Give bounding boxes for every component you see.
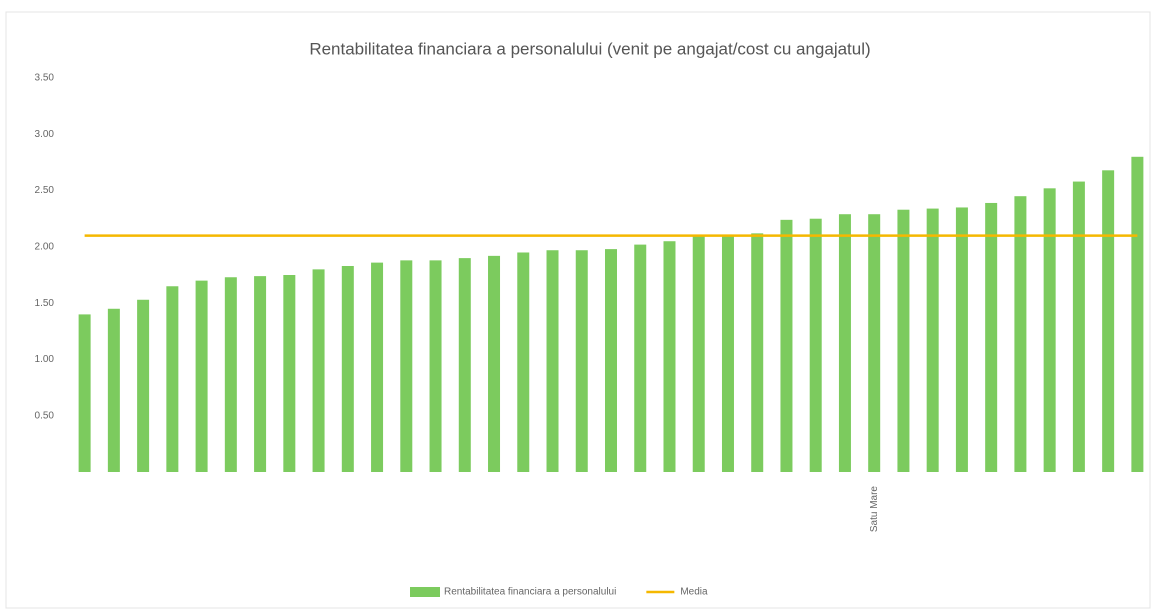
bar: [107, 308, 120, 472]
bar: [663, 241, 676, 472]
bar: [985, 202, 998, 472]
y-tick-label: 3.50: [35, 73, 55, 84]
y-tick-label: 2.00: [35, 241, 55, 252]
bar: [166, 286, 179, 472]
y-tick-label: 1.00: [35, 354, 55, 365]
bar: [780, 219, 793, 472]
bar: [809, 218, 822, 472]
bar: [692, 235, 705, 472]
bar: [458, 258, 471, 472]
bar: [1014, 196, 1027, 472]
y-tick-label: 1.50: [35, 298, 55, 309]
bar: [721, 234, 734, 472]
y-tick-label: 0.50: [35, 410, 55, 421]
bar: [955, 207, 968, 472]
bar: [137, 299, 150, 472]
bar: [1131, 156, 1144, 473]
x-tick-label: Satu Mare: [869, 486, 880, 533]
bar: [371, 262, 384, 472]
bar: [575, 250, 588, 472]
bar: [605, 249, 617, 472]
bar: [1102, 170, 1115, 472]
legend-label: Rentabilitatea financiara a personalului: [444, 587, 616, 598]
bar: [838, 214, 851, 472]
bar: [926, 208, 939, 472]
y-tick-label: 2.50: [35, 185, 55, 196]
bar: [517, 252, 530, 472]
bar: [897, 209, 910, 473]
bar: [868, 214, 881, 472]
bar: [78, 314, 91, 472]
bar: [400, 260, 413, 472]
bar: [312, 269, 325, 472]
legend-swatch: [410, 587, 440, 597]
bar: [488, 255, 501, 472]
chart-title: Rentabilitatea financiara a personalului…: [309, 39, 870, 58]
bar: [1043, 188, 1056, 472]
bar: [341, 265, 354, 472]
bar: [254, 276, 267, 472]
y-tick-label: 3.00: [35, 129, 55, 140]
bar: [1072, 181, 1085, 472]
bar: [195, 280, 208, 472]
bar: [283, 275, 296, 472]
bar: [224, 277, 237, 472]
legend-label: Media: [680, 587, 708, 598]
bar: [634, 244, 647, 472]
bar: [546, 250, 559, 472]
bar: [751, 233, 764, 472]
bar: [429, 260, 442, 472]
